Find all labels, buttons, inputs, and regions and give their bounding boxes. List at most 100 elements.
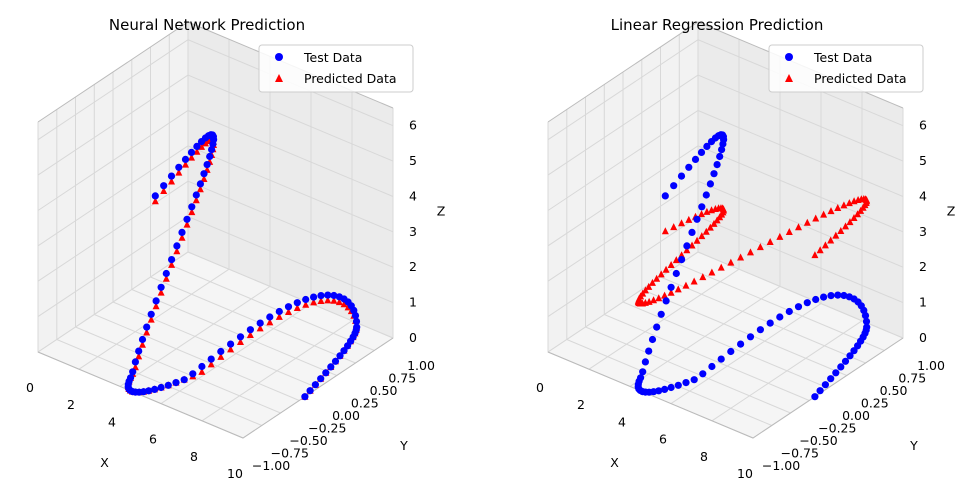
test-data-point <box>183 215 191 223</box>
predicted-data-point <box>246 331 254 339</box>
x-tick-label: 8 <box>700 449 708 464</box>
predicted-data-point <box>699 273 707 281</box>
test-data-point <box>699 370 707 378</box>
test-data-point <box>196 180 204 188</box>
z-tick-label: 2 <box>409 259 417 274</box>
predicted-data-point <box>152 302 160 310</box>
back-pane <box>188 22 393 338</box>
predicted-data-point <box>645 282 653 290</box>
y-gridline <box>641 59 847 376</box>
test-data-point <box>208 146 216 154</box>
y-tick-label: 0.25 <box>861 396 889 411</box>
test-data-point <box>746 333 755 341</box>
test-data-point <box>327 363 335 371</box>
test-data-point <box>645 347 653 355</box>
y-gridline <box>131 59 337 376</box>
predicted-data-point <box>188 153 196 161</box>
predicted-data-point <box>330 296 338 304</box>
test-data-point <box>162 269 170 278</box>
y-tick-label: 0.00 <box>332 408 360 423</box>
z-tick-label: 1 <box>409 295 417 310</box>
test-data-point <box>168 256 176 264</box>
x-tick-label: 0 <box>536 380 544 395</box>
predicted-data-point <box>834 204 842 212</box>
test-data-point <box>266 313 274 321</box>
predicted-data-point <box>737 253 745 261</box>
test-data-point <box>172 379 180 387</box>
z-tick-label: 0 <box>409 330 417 345</box>
test-data-point <box>827 375 835 383</box>
test-data-point <box>766 319 774 327</box>
test-data-point <box>657 310 665 318</box>
test-data-point <box>181 155 190 163</box>
test-data-point <box>667 283 675 291</box>
test-data-point <box>340 347 348 355</box>
test-data-point <box>816 387 824 395</box>
y-gridline <box>56 109 262 426</box>
test-data-point <box>151 192 159 200</box>
z-tick-label: 2 <box>919 259 927 274</box>
predicted-data-point <box>776 232 784 240</box>
predicted-data-point <box>667 260 675 268</box>
predicted-data-point <box>317 296 325 304</box>
test-data-point <box>160 182 168 190</box>
y-tick-label: −1.00 <box>762 458 800 473</box>
predicted-data-point <box>682 281 690 289</box>
y-tick-label: 1.00 <box>917 358 945 373</box>
test-data-point <box>667 383 675 392</box>
test-data-point <box>661 192 669 200</box>
x-tick-label: 6 <box>149 432 157 447</box>
test-data-point <box>648 335 657 344</box>
chart-title: Linear Regression Prediction <box>611 16 824 34</box>
test-data-point <box>317 292 325 300</box>
predicted-data-point <box>832 231 840 239</box>
test-data-point <box>324 291 332 299</box>
test-data-point <box>718 146 726 154</box>
test-data-point <box>143 323 151 331</box>
test-data-point <box>685 163 693 171</box>
x-axis-label: X <box>610 455 619 470</box>
test-data-point <box>677 172 686 180</box>
predicted-data-point <box>690 277 698 285</box>
x-tick-label: 4 <box>618 414 626 429</box>
pane-bottom-edge <box>37 337 394 439</box>
predicted-data-point <box>168 177 176 185</box>
x-tick-label: 10 <box>227 466 243 481</box>
y-tick-label: −0.50 <box>799 433 837 448</box>
z-axis-label: Z <box>437 204 446 219</box>
test-data-point <box>820 293 828 301</box>
test-data-point <box>639 368 647 376</box>
y-tick-label: −0.75 <box>271 446 309 461</box>
z-tick-label: 0 <box>919 330 927 345</box>
test-data-point <box>794 303 803 311</box>
y-tick-label: −0.75 <box>781 446 819 461</box>
x-tick-label: 2 <box>577 397 585 412</box>
x-axis-label: X <box>100 455 109 470</box>
y-axis-label: Y <box>399 438 408 453</box>
test-data-point <box>336 352 344 360</box>
z-tick-label: 6 <box>919 118 927 133</box>
y-gridline <box>697 22 904 339</box>
test-data-point <box>198 362 206 371</box>
predicted-data-point <box>168 260 176 268</box>
predicted-data-point <box>182 160 190 168</box>
test-data-point <box>206 152 214 161</box>
test-data-point <box>703 142 711 150</box>
z-tick-label: 3 <box>919 224 927 239</box>
legend-box <box>768 44 924 93</box>
test-data-point <box>653 323 661 331</box>
y-gridline <box>112 72 319 389</box>
predicted-data-point <box>217 352 225 360</box>
test-data-point <box>209 140 217 148</box>
test-data-point <box>180 376 188 384</box>
predicted-data-point <box>746 248 754 256</box>
legend-marker-test-data <box>275 53 283 61</box>
predicted-data-point <box>193 147 201 155</box>
test-data-point <box>756 326 765 334</box>
y-gridline <box>678 34 885 351</box>
test-data-point <box>693 215 701 223</box>
test-data-point <box>846 352 854 360</box>
test-data-point <box>719 140 727 148</box>
predicted-data-point <box>183 220 191 228</box>
y-gridline <box>566 109 772 426</box>
